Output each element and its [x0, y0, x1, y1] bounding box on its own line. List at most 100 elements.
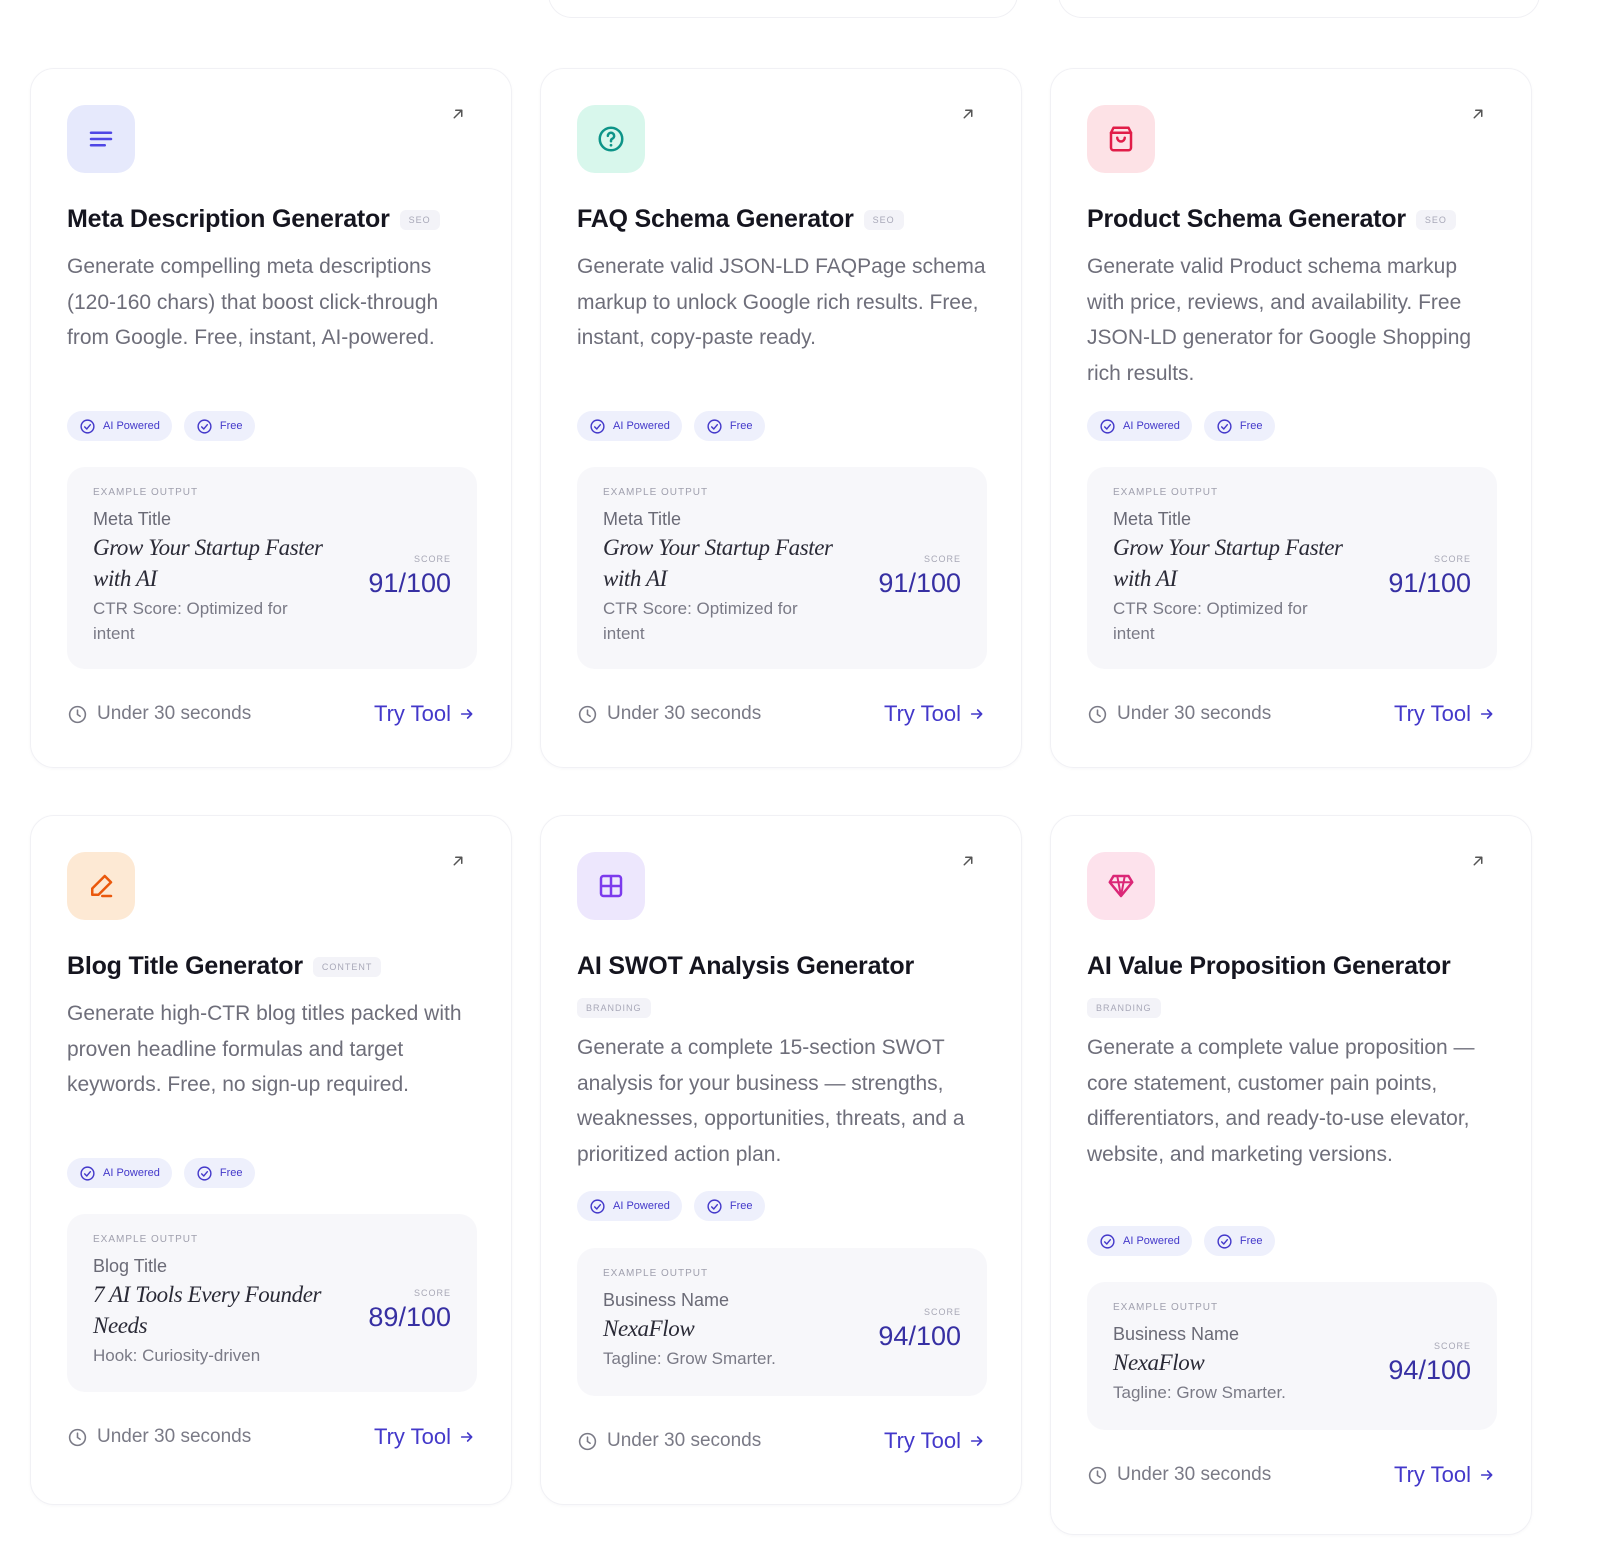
time-estimate: Under 30 seconds — [1087, 703, 1271, 725]
card-description: Generate valid Product schema markup wit… — [1087, 255, 1472, 385]
example-label: EXAMPLE OUTPUT — [603, 1268, 709, 1279]
category-badge: SEO — [863, 209, 904, 230]
tool-card-faq-schema[interactable]: FAQ Schema Generator SEO Generate valid … — [540, 68, 1022, 768]
check-circle-icon — [706, 418, 723, 435]
external-link-icon[interactable] — [959, 852, 977, 870]
category-badge: CONTENT — [312, 956, 382, 977]
example-label: EXAMPLE OUTPUT — [1113, 487, 1219, 498]
score-label: SCORE — [413, 1288, 451, 1298]
time-estimate: Under 30 seconds — [67, 703, 251, 725]
example-field: Blog Title — [93, 1256, 168, 1276]
card-title: AI Value Proposition Generator — [1087, 952, 1451, 980]
time-estimate: Under 30 seconds — [1087, 1464, 1271, 1486]
check-circle-icon — [589, 418, 606, 435]
check-circle-icon — [196, 418, 213, 435]
example-field: Meta Title — [603, 509, 682, 529]
ai-powered-tag: AI Powered — [577, 411, 682, 441]
free-tag: Free — [1203, 1226, 1275, 1256]
score-value: 91/100 — [878, 567, 961, 598]
example-note: CTR Score: Optimized for intent — [1113, 599, 1308, 643]
try-tool-link[interactable]: Try Tool — [374, 1424, 475, 1450]
score-label: SCORE — [1433, 1340, 1471, 1351]
check-circle-icon — [1099, 418, 1116, 435]
tool-card-meta-description[interactable]: Meta Description Generator SEO Generate … — [30, 68, 512, 768]
time-estimate: Under 30 seconds — [577, 1430, 761, 1452]
external-link-icon[interactable] — [449, 852, 467, 870]
grid-icon — [599, 874, 623, 898]
card-title: FAQ Schema Generator — [577, 205, 854, 233]
icon-tile — [67, 852, 135, 920]
time-estimate: Under 30 seconds — [67, 1426, 251, 1448]
external-link-icon[interactable] — [449, 105, 467, 123]
external-link-icon[interactable] — [1469, 852, 1487, 870]
card-description: Generate a complete value proposition — … — [1087, 1036, 1475, 1166]
clock-icon — [67, 1427, 88, 1448]
score-value: 94/100 — [1388, 1354, 1471, 1385]
pen-icon — [91, 874, 113, 898]
icon-tile — [1087, 105, 1155, 173]
card-description: Generate a complete 15-section SWOT anal… — [577, 1036, 965, 1166]
tool-card-swot-analysis[interactable]: AI SWOT Analysis Generator BRANDING Gene… — [540, 815, 1022, 1505]
time-estimate: Under 30 seconds — [577, 703, 761, 725]
arrow-right-icon — [1479, 706, 1495, 722]
try-tool-link[interactable]: Try Tool — [1394, 701, 1495, 727]
card-description: Generate valid JSON-LD FAQPage schema ma… — [577, 255, 986, 349]
shopping-bag-icon — [1109, 126, 1133, 152]
card-description: Generate compelling meta descriptions (1… — [67, 255, 439, 349]
try-tool-link[interactable]: Try Tool — [1394, 1462, 1495, 1488]
check-circle-icon — [79, 418, 96, 435]
arrow-right-icon — [459, 706, 475, 722]
icon-tile — [577, 852, 645, 920]
free-tag: Free — [183, 411, 255, 441]
try-tool-link[interactable]: Try Tool — [884, 1428, 985, 1454]
ai-powered-tag: AI Powered — [67, 411, 172, 441]
score-value: 89/100 — [368, 1302, 451, 1332]
example-field: Meta Title — [1113, 509, 1192, 529]
score-value: 91/100 — [1388, 567, 1471, 598]
example-value: NexaFlow — [603, 1316, 695, 1341]
example-output: EXAMPLE OUTPUT Meta Title Grow Your Star… — [577, 467, 987, 669]
help-circle-icon — [598, 126, 624, 152]
tag-list: AI Powered Free — [577, 411, 765, 441]
example-output: EXAMPLE OUTPUT Blog Title 7 AI Tools Eve… — [67, 1214, 477, 1392]
category-badge: SEO — [399, 209, 440, 230]
example-output: EXAMPLE OUTPUT Business Name NexaFlow Ta… — [1087, 1282, 1497, 1430]
tool-card-blog-title[interactable]: Blog Title Generator CONTENT Generate hi… — [30, 815, 512, 1505]
external-link-icon[interactable] — [959, 105, 977, 123]
lines-icon — [89, 131, 113, 147]
card-above-partial — [548, 0, 1018, 18]
example-output: EXAMPLE OUTPUT Meta Title Grow Your Star… — [67, 467, 477, 669]
example-label: EXAMPLE OUTPUT — [1113, 1302, 1219, 1313]
arrow-right-icon — [969, 706, 985, 722]
clock-icon — [577, 704, 598, 725]
icon-tile — [577, 105, 645, 173]
try-tool-link[interactable]: Try Tool — [884, 701, 985, 727]
score-label: SCORE — [923, 1306, 961, 1317]
example-value: Grow Your Startup Faster with AI — [93, 535, 323, 591]
category-badge: BRANDING — [1087, 998, 1161, 1018]
tag-list: AI Powered Free — [67, 1158, 255, 1188]
check-circle-icon — [589, 1198, 606, 1215]
example-field: Meta Title — [93, 509, 172, 529]
tag-list: AI Powered Free — [1087, 411, 1275, 441]
score-label: SCORE — [1433, 553, 1471, 564]
check-circle-icon — [196, 1165, 213, 1182]
gem-icon — [1108, 874, 1134, 898]
try-tool-link[interactable]: Try Tool — [374, 701, 475, 727]
arrow-right-icon — [1479, 1467, 1495, 1483]
tag-list: AI Powered Free — [577, 1191, 765, 1221]
tag-list: AI Powered Free — [67, 411, 255, 441]
example-note: CTR Score: Optimized for intent — [93, 599, 288, 643]
check-circle-icon — [79, 1165, 96, 1182]
icon-tile — [67, 105, 135, 173]
category-badge: BRANDING — [577, 998, 651, 1018]
free-tag: Free — [693, 1191, 765, 1221]
clock-icon — [67, 704, 88, 725]
check-circle-icon — [1099, 1233, 1116, 1250]
score-label: SCORE — [413, 553, 451, 564]
example-note: Tagline: Grow Smarter. — [1113, 1383, 1286, 1402]
tool-card-value-proposition[interactable]: AI Value Proposition Generator BRANDING … — [1050, 815, 1532, 1535]
tool-card-product-schema[interactable]: Product Schema Generator SEO Generate va… — [1050, 68, 1532, 768]
external-link-icon[interactable] — [1469, 105, 1487, 123]
card-title: AI SWOT Analysis Generator — [577, 952, 915, 980]
